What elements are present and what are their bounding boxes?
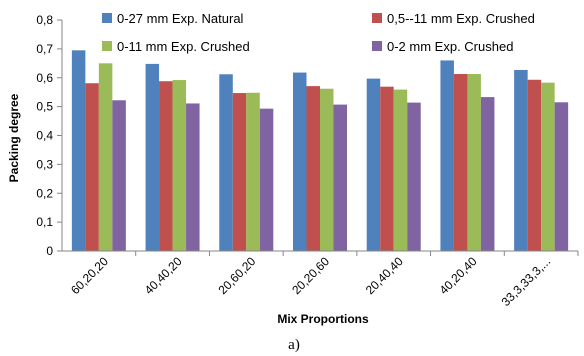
bar — [320, 88, 334, 251]
y-axis-title: Packing degree — [7, 93, 21, 182]
legend-swatch — [102, 13, 112, 23]
y-tick-label: 0,1 — [36, 215, 53, 229]
legend-label: 0-11 mm Exp. Crushed — [117, 39, 250, 54]
x-tick-label: 33,3,33,3,... — [499, 254, 554, 309]
y-tick-label: 0,2 — [36, 186, 53, 200]
bar — [306, 86, 320, 251]
legend-label: 0-27 mm Exp. Natural — [117, 11, 244, 26]
bar — [554, 102, 569, 251]
x-axis-title: Mix Proportions — [277, 312, 369, 326]
bar — [145, 63, 160, 251]
bar — [232, 93, 247, 252]
legend-label: 0,5--11 mm Exp. Crushed — [387, 11, 535, 26]
y-tick-label: 0 — [46, 244, 53, 258]
bar — [159, 81, 173, 251]
legend-swatch — [372, 13, 382, 23]
y-tick-label: 0,7 — [36, 42, 53, 56]
bar — [246, 92, 260, 251]
bar — [85, 83, 99, 251]
y-tick-label: 0,6 — [36, 71, 53, 85]
legend: 0-27 mm Exp. Natural 0,5--11 mm Exp. Crus… — [102, 11, 535, 54]
x-tick-label: 20,40,40 — [363, 254, 406, 297]
x-tick-label: 40,40,20 — [142, 254, 185, 297]
legend-swatch — [372, 41, 382, 51]
bar — [480, 97, 495, 251]
bar — [333, 104, 347, 251]
bar — [407, 102, 421, 252]
y-tick-label: 0,4 — [36, 129, 53, 143]
x-tick-label: 60,20,20 — [68, 254, 111, 297]
bar — [453, 73, 468, 251]
bar — [467, 73, 481, 251]
bar — [186, 103, 200, 251]
y-tick-label: 0,3 — [36, 157, 53, 171]
bar — [514, 69, 528, 251]
bar — [440, 60, 454, 251]
y-tick-label: 0,5 — [36, 100, 53, 114]
x-tick-label: 20,60,20 — [215, 254, 258, 297]
y-tick-label: 0,8 — [36, 13, 53, 27]
bar — [112, 100, 126, 252]
bar — [366, 78, 381, 252]
bars — [71, 50, 569, 252]
bar — [98, 63, 113, 251]
bar — [293, 72, 307, 252]
y-axis: 0 0,1 0,2 0,3 0,4 0,5 0,6 0,7 0,8 — [36, 13, 63, 258]
bar — [172, 80, 187, 251]
x-axis: 60,20,20 40,40,20 20,60,20 20,20,60 20,40,40… — [62, 250, 579, 309]
bar — [259, 108, 274, 252]
bar — [71, 50, 86, 251]
figure-caption: a) — [288, 337, 300, 353]
bar — [380, 86, 394, 251]
x-tick-label: 20,20,60 — [289, 254, 332, 297]
legend-label: 0-2 mm Exp. Crushed — [387, 39, 513, 54]
x-tick-label: 40,20,40 — [437, 254, 480, 297]
bar — [393, 89, 408, 252]
legend-swatch — [102, 41, 112, 51]
bar — [527, 79, 542, 252]
bar — [541, 82, 555, 251]
bar — [219, 74, 233, 251]
